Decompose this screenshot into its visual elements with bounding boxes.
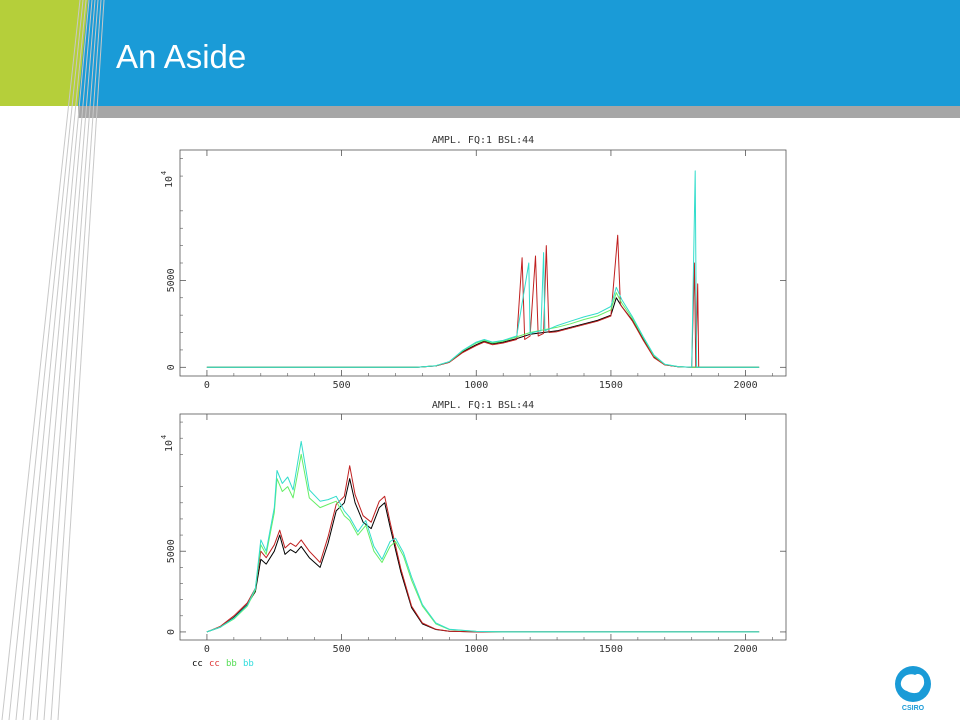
decor-line	[50, 0, 102, 720]
y-tick-label: 5000	[166, 268, 177, 292]
x-tick-label: 1500	[599, 644, 623, 655]
series-line-3	[206, 453, 760, 633]
decor-line	[29, 0, 93, 720]
decor-line	[15, 0, 87, 720]
x-tick-label: 0	[204, 644, 210, 655]
y-scale-label: 10	[164, 176, 175, 188]
banner-blue-band	[0, 0, 960, 106]
series-line-4	[206, 440, 760, 633]
logo-map-shape	[900, 673, 925, 694]
decor-line	[57, 0, 105, 720]
y-scale-label: 10	[164, 440, 175, 452]
legend-label: cc	[192, 659, 203, 669]
series-line-4	[206, 170, 760, 368]
plot-1: AMPL. FQ:1 BSL:44 0 500 1000 1500 2000 0 5000 10…	[160, 135, 787, 391]
header-banner	[0, 0, 960, 118]
y-tick-label: 5000	[166, 539, 177, 563]
csiro-logo: CSIRO	[895, 666, 931, 712]
plot-frame	[179, 413, 787, 641]
x-tick-label: 0	[204, 380, 210, 391]
decor-line	[36, 0, 96, 720]
y-tick-label: 0	[166, 629, 177, 635]
legend-label: bb	[243, 659, 254, 669]
decor-line	[43, 0, 99, 720]
series-line-2	[206, 465, 760, 633]
x-tick-label: 1500	[599, 380, 623, 391]
x-tick-label: 1000	[464, 644, 488, 655]
plot-title: AMPL. FQ:1 BSL:44	[432, 400, 534, 411]
plot-title: AMPL. FQ:1 BSL:44	[432, 135, 534, 146]
plot-2: AMPL. FQ:1 BSL:44 0 500 1000 1500 2000 0 5000 10…	[160, 400, 787, 669]
y-scale-exponent: 4	[160, 171, 168, 175]
logo-text: CSIRO	[902, 705, 925, 712]
slide-title: An Aside	[116, 38, 247, 75]
x-tick-label: 2000	[734, 380, 758, 391]
y-tick-label: 0	[166, 364, 177, 370]
decor-line	[1, 0, 81, 720]
series-line-2	[206, 234, 760, 368]
x-tick-label: 500	[333, 380, 351, 391]
decor-line	[22, 0, 90, 720]
decor-line	[8, 0, 84, 720]
legend-label: cc	[209, 659, 220, 669]
series-line-3	[206, 292, 760, 368]
series-line-1	[206, 478, 760, 633]
banner-green-accent	[0, 0, 88, 106]
x-tick-label: 500	[333, 644, 351, 655]
banner-gray-bar	[78, 106, 960, 118]
decorative-lines	[1, 0, 105, 720]
legend-label: bb	[226, 659, 237, 669]
y-scale-exponent: 4	[160, 435, 168, 439]
series-line-1	[206, 297, 760, 368]
x-tick-label: 2000	[734, 644, 758, 655]
x-tick-label: 1000	[464, 380, 488, 391]
